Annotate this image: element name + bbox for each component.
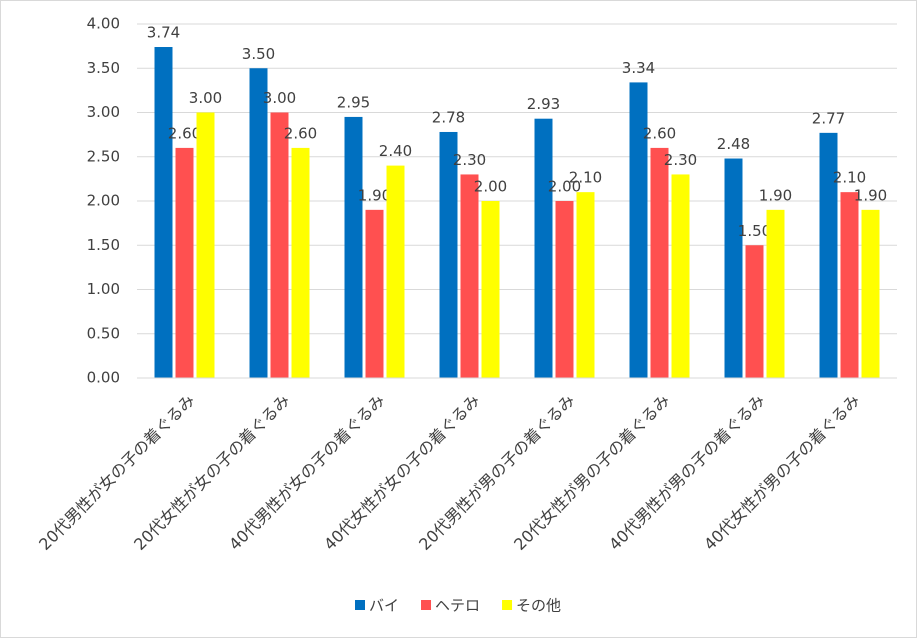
data-label: 3.50 — [242, 45, 275, 63]
data-label: 3.34 — [622, 59, 655, 77]
data-label: 2.48 — [717, 135, 750, 153]
bar — [365, 209, 384, 378]
y-tick-label: 4.00 — [87, 15, 120, 33]
data-label: 2.30 — [453, 151, 486, 169]
data-label: 3.00 — [189, 89, 222, 107]
data-label: 2.78 — [432, 108, 465, 126]
bar — [249, 68, 268, 378]
bar — [766, 209, 785, 378]
bar — [671, 174, 690, 378]
bar — [819, 132, 838, 378]
bar — [386, 165, 405, 378]
y-tick-label: 1.00 — [87, 280, 120, 298]
y-tick-label: 2.50 — [87, 147, 120, 165]
data-label: 2.77 — [812, 109, 845, 127]
legend-swatch — [421, 600, 432, 610]
data-label: 2.10 — [833, 169, 866, 187]
data-label: 3.00 — [263, 89, 296, 107]
data-label: 1.90 — [854, 186, 887, 204]
data-label: 1.90 — [759, 186, 792, 204]
y-tick-label: 0.00 — [87, 369, 120, 387]
y-tick-label: 1.50 — [87, 236, 120, 254]
bar — [861, 209, 880, 378]
data-label: 2.40 — [379, 142, 412, 160]
data-label: 2.93 — [527, 95, 560, 113]
bar — [270, 112, 289, 378]
legend-label: その他 — [516, 597, 561, 615]
bar — [650, 147, 669, 378]
legend-swatch — [502, 600, 513, 610]
data-label: 2.10 — [569, 169, 602, 187]
data-label: 2.00 — [474, 178, 507, 196]
bar — [629, 82, 648, 378]
data-label: 2.30 — [664, 151, 697, 169]
bar — [576, 192, 595, 378]
data-label: 1.50 — [738, 222, 771, 240]
legend-label: バイ — [369, 597, 399, 615]
bar — [460, 174, 479, 378]
y-tick-label: 3.00 — [87, 103, 120, 121]
data-label: 2.60 — [643, 124, 676, 142]
y-tick-label: 0.50 — [87, 324, 120, 342]
bar — [724, 158, 743, 378]
bar — [291, 147, 310, 378]
legend-swatch — [355, 600, 365, 610]
bar — [439, 131, 458, 378]
data-label: 2.95 — [337, 93, 370, 111]
y-tick-label: 2.00 — [87, 192, 120, 210]
bar — [555, 201, 574, 378]
bar — [840, 192, 859, 378]
data-label: 2.60 — [168, 124, 201, 142]
bar — [196, 112, 215, 378]
data-label: 2.00 — [548, 178, 581, 196]
y-tick-label: 3.50 — [87, 59, 120, 77]
bar — [344, 116, 363, 379]
bar — [175, 147, 194, 378]
bar — [745, 245, 764, 378]
legend-label: ヘテロ — [435, 597, 480, 615]
bar — [154, 47, 173, 378]
bar — [481, 201, 500, 378]
data-label: 2.60 — [284, 124, 317, 142]
data-label: 1.90 — [358, 186, 391, 204]
bar — [534, 118, 553, 378]
data-label: 3.74 — [147, 24, 180, 42]
